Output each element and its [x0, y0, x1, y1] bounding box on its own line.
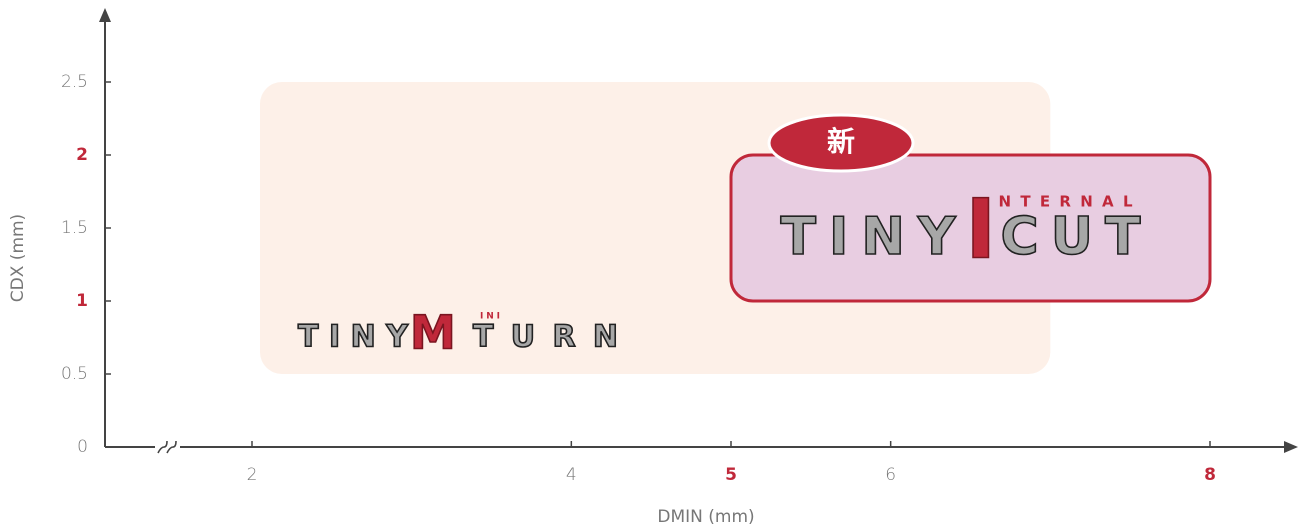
logo-word: CUT — [1001, 207, 1142, 267]
y-tick-label: 1.5 — [61, 218, 88, 238]
x-axis-label: DMIN (mm) — [657, 507, 754, 527]
y-tick-label: 0.5 — [61, 364, 88, 384]
y-tick-label: 2.5 — [61, 72, 88, 92]
x-tick-label: 8 — [1204, 465, 1216, 485]
x-tick-label: 5 — [725, 465, 737, 485]
y-arrow — [99, 8, 111, 22]
logo-initial: M — [410, 306, 456, 360]
x-tick-label: 2 — [247, 465, 258, 485]
x-tick-label: 4 — [566, 465, 577, 485]
logo-initial: I — [966, 182, 997, 277]
axes — [99, 8, 1298, 454]
y-axis-label: CDX (mm) — [8, 214, 28, 302]
range-region — [729, 153, 1212, 303]
logo-small: INI — [480, 312, 500, 322]
x-arrow — [1284, 441, 1298, 453]
y-tick-label: 2 — [76, 145, 88, 165]
y-tick-label: 1 — [76, 291, 88, 311]
badge — [767, 113, 915, 173]
badge-text: 新 — [827, 125, 855, 158]
logo-word: TINY — [298, 320, 409, 355]
y-tick-label: 0 — [77, 437, 88, 457]
axis-break — [157, 440, 177, 454]
logo-word: TINY — [781, 207, 957, 267]
x-tick-label: 6 — [885, 465, 896, 485]
